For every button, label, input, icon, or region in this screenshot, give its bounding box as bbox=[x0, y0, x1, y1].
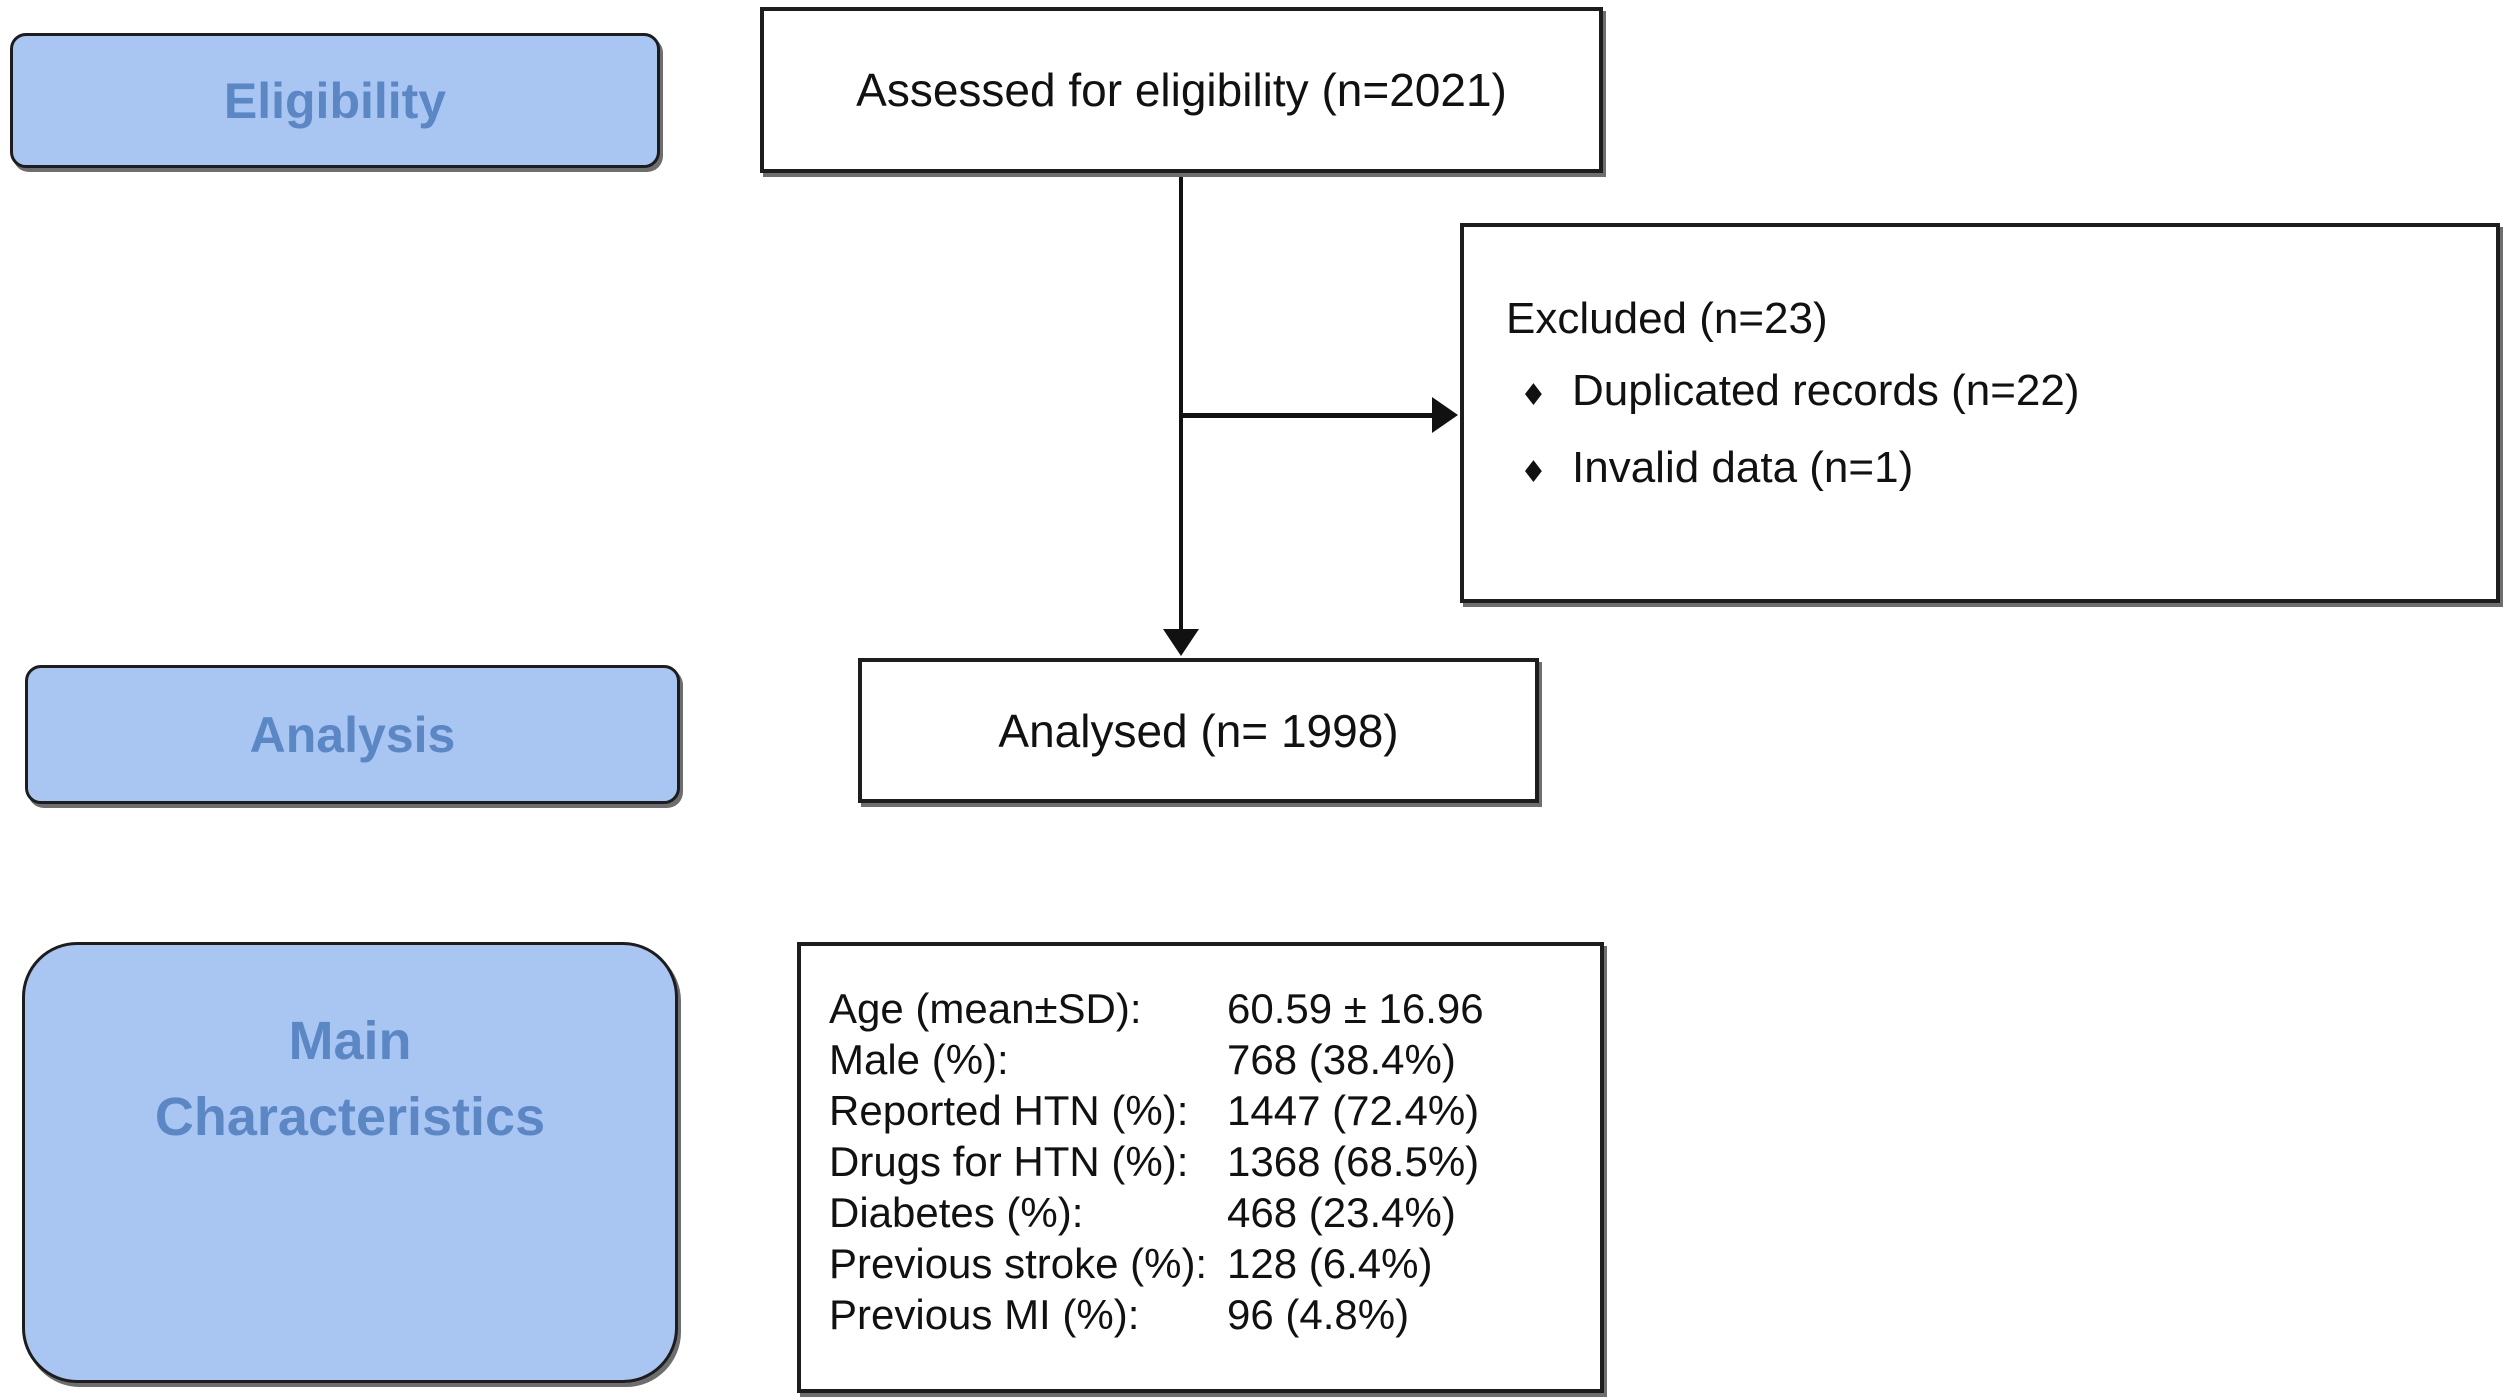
diamond-bullet-icon: ♦ bbox=[1520, 378, 1547, 413]
stat-label: Age (mean±SD): bbox=[829, 985, 1142, 1032]
stage-label-eligibility: Eligibility bbox=[10, 33, 660, 168]
stat-row: Age (mean±SD): 60.59 ± 16.96 bbox=[829, 983, 1580, 1034]
stat-value: 60.59 ± 16.96 bbox=[1227, 985, 1484, 1032]
arrowhead-down-icon bbox=[1163, 629, 1199, 656]
assessed-text: Assessed for eligibility (n=2021) bbox=[856, 64, 1507, 116]
stat-row: Male (%): 768 (38.4%) bbox=[829, 1034, 1580, 1085]
stat-label: Previous stroke (%): bbox=[829, 1240, 1208, 1287]
excluded-title: Excluded (n=23) bbox=[1506, 294, 1828, 343]
stat-value: 1447 (72.4%) bbox=[1227, 1087, 1480, 1134]
stat-value: 768 (38.4%) bbox=[1227, 1036, 1456, 1083]
flow-line-to-excluded bbox=[1181, 413, 1437, 418]
stat-row: Drugs for HTN (%): 1368 (68.5%) bbox=[829, 1136, 1580, 1187]
stat-row: Previous stroke (%): 128 (6.4%) bbox=[829, 1238, 1580, 1289]
stage-label-main-characteristics: Main Characteristics bbox=[22, 942, 678, 1383]
stat-value: 1368 (68.5%) bbox=[1227, 1138, 1480, 1185]
stat-label: Drugs for HTN (%): bbox=[829, 1138, 1189, 1185]
stat-value: 96 (4.8%) bbox=[1227, 1291, 1410, 1338]
characteristics-box: Age (mean±SD): 60.59 ± 16.96 Male (%): 7… bbox=[797, 942, 1604, 1393]
stat-value: 128 (6.4%) bbox=[1227, 1240, 1433, 1287]
stat-row: Previous MI (%): 96 (4.8%) bbox=[829, 1289, 1580, 1340]
stat-label: Reported HTN (%): bbox=[829, 1087, 1189, 1134]
diamond-bullet-icon: ♦ bbox=[1520, 455, 1547, 490]
arrowhead-right-icon bbox=[1432, 397, 1458, 433]
analysed-box: Analysed (n= 1998) bbox=[858, 658, 1539, 803]
stat-value: 468 (23.4%) bbox=[1227, 1189, 1456, 1236]
stat-label: Previous MI (%): bbox=[829, 1291, 1140, 1338]
excluded-item: ♦ Invalid data (n=1) bbox=[1520, 432, 2466, 509]
excluded-item-text: Duplicated records (n=22) bbox=[1572, 366, 2080, 415]
excluded-item-text: Invalid data (n=1) bbox=[1572, 443, 1914, 492]
stat-row: Reported HTN (%): 1447 (72.4%) bbox=[829, 1085, 1580, 1136]
analysed-text: Analysed (n= 1998) bbox=[998, 704, 1399, 757]
excluded-box: Excluded (n=23) ♦ Duplicated records (n=… bbox=[1460, 223, 2500, 603]
stat-label: Diabetes (%): bbox=[829, 1189, 1084, 1236]
flow-line-vertical bbox=[1179, 173, 1183, 635]
stat-label: Male (%): bbox=[829, 1036, 1009, 1083]
stage-label-analysis: Analysis bbox=[25, 665, 680, 804]
excluded-item: ♦ Duplicated records (n=22) bbox=[1520, 355, 2466, 432]
stat-row: Diabetes (%): 468 (23.4%) bbox=[829, 1187, 1580, 1238]
assessed-box: Assessed for eligibility (n=2021) bbox=[760, 7, 1603, 173]
